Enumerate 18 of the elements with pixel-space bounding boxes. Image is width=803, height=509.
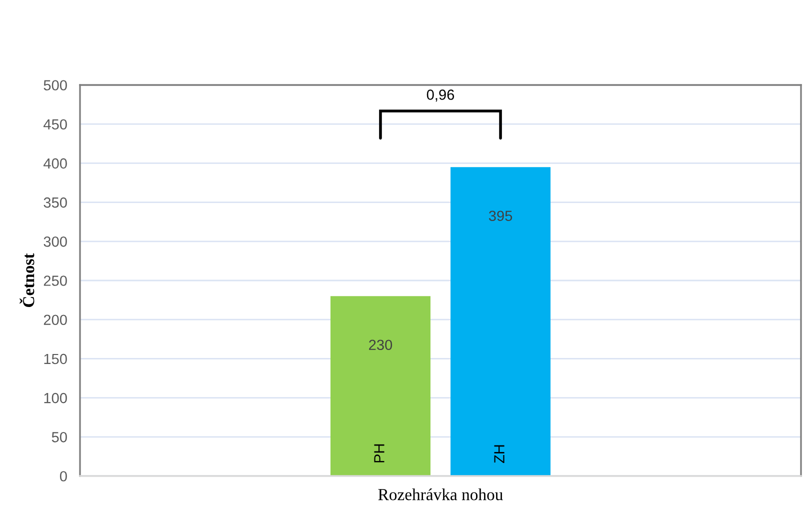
y-tick-label: 300 bbox=[44, 236, 67, 247]
y-tick-label: 500 bbox=[44, 80, 67, 90]
y-tick-label: 150 bbox=[44, 354, 67, 364]
annotation: 0,96 bbox=[426, 90, 454, 102]
y-tick-label: 400 bbox=[44, 158, 67, 169]
y-tick-label: 100 bbox=[44, 392, 67, 404]
y-tick-label: 350 bbox=[44, 197, 67, 208]
y-axis-title: Četnost bbox=[20, 253, 34, 307]
series-label: ZH bbox=[494, 445, 504, 464]
y-tick-label: 450 bbox=[44, 119, 67, 130]
x-tick-label: Rozehrávka nohou bbox=[378, 488, 503, 500]
y-tick-label: 200 bbox=[44, 314, 67, 326]
data-label: 395 bbox=[488, 210, 512, 222]
data-label: 230 bbox=[369, 340, 392, 350]
y-tick-label: 250 bbox=[44, 276, 67, 286]
y-tick-label: 50 bbox=[52, 432, 67, 442]
series-label: PH bbox=[374, 444, 384, 462]
y-tick-label: 0 bbox=[60, 471, 67, 482]
